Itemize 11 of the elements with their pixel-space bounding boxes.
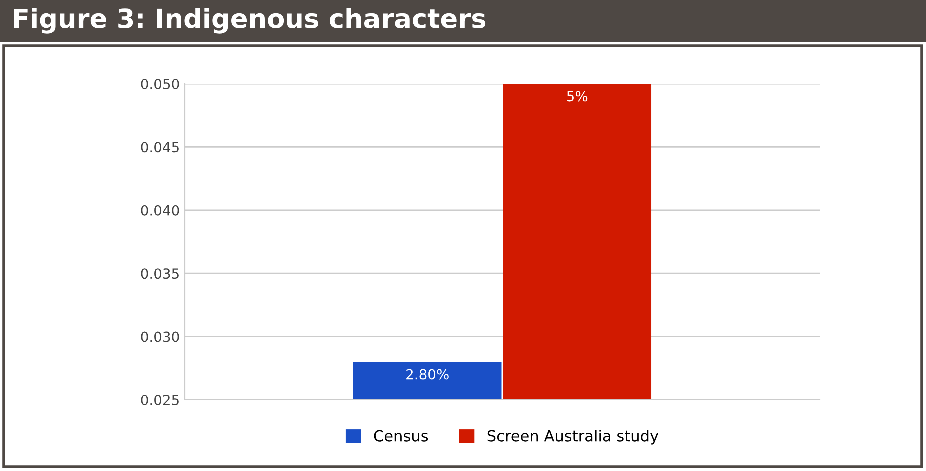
legend-label: Screen Australia study [488,430,659,445]
data-label: 5% [567,91,588,102]
y-tick-label: 0.035 [141,268,179,280]
y-tick-label: 0.040 [141,205,180,216]
y-tick-label: 0.050 [141,78,180,90]
y-tick-label: 0.030 [141,332,180,342]
legend-label: Census [374,430,428,442]
chart-title: Figure 3: Indigenous characters [14,8,486,34]
y-tick-label: 0.025 [141,394,179,406]
data-label: 2.80% [406,369,449,380]
y-tick-label: 0.045 [141,142,179,153]
